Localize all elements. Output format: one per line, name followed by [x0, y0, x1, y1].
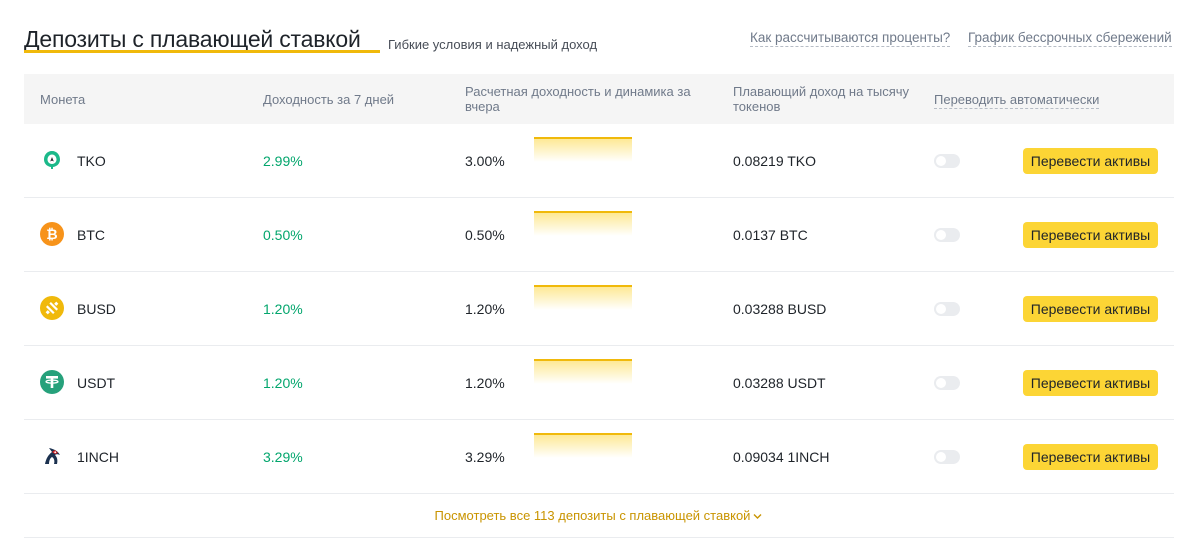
transfer-assets-button[interactable]: Перевести активы — [1023, 444, 1158, 470]
apy-trend-sparkline — [534, 211, 632, 236]
apy-7d-value: 1.20% — [263, 301, 303, 317]
apy-yesterday-value: 1.20% — [465, 375, 505, 391]
apy-yesterday-value: 3.00% — [465, 153, 505, 169]
table-footer: Посмотреть все 113 депозиты с плавающей … — [24, 494, 1174, 538]
btc-icon: ₿ — [40, 222, 64, 246]
apy-7d-value: 0.50% — [263, 227, 303, 243]
page-header: Депозиты с плавающей ставкой Гибкие усло… — [24, 26, 1174, 60]
table-row: ₿ BTC 0.50% 0.50% 0.0137 BTC Перевести а… — [24, 198, 1174, 272]
title-underline — [24, 50, 380, 53]
column-header-apy7: Доходность за 7 дней — [263, 92, 395, 107]
apy-7d-value: 1.20% — [263, 375, 303, 391]
auto-transfer-toggle[interactable] — [934, 450, 960, 464]
auto-transfer-toggle[interactable] — [934, 376, 960, 390]
view-all-label: Посмотреть все 113 депозиты с плавающей … — [434, 508, 751, 523]
apy-yesterday-value: 0.50% — [465, 227, 505, 243]
table-row: TKO 2.99% 3.00% 0.08219 TKO Перевести ак… — [24, 124, 1174, 198]
toggle-knob — [936, 156, 946, 166]
transfer-assets-button[interactable]: Перевести активы — [1023, 222, 1158, 248]
page-title: Депозиты с плавающей ставкой — [24, 26, 361, 52]
apy-trend-sparkline — [534, 285, 632, 310]
transfer-assets-button[interactable]: Перевести активы — [1023, 148, 1158, 174]
column-header-income: Плавающий доход на тысячу токенов — [733, 84, 910, 114]
toggle-knob — [936, 230, 946, 240]
busd-icon — [40, 296, 64, 320]
tko-icon — [44, 151, 60, 169]
usdt-icon — [40, 370, 64, 394]
coin-name: 1INCH — [77, 449, 120, 465]
income-per-thousand-value: 0.08219 TKO — [733, 153, 817, 169]
deposits-table: Монета Доходность за 7 дней Расчетная до… — [24, 74, 1174, 538]
apy-trend-sparkline — [534, 433, 632, 458]
coin-name: BUSD — [77, 301, 116, 317]
savings-schedule-link[interactable]: График бессрочных сбережений — [968, 30, 1172, 47]
coin-name: BTC — [77, 227, 105, 243]
svg-text:₿: ₿ — [46, 227, 57, 243]
table-row: USDT 1.20% 1.20% 0.03288 USDT Перевести … — [24, 346, 1174, 420]
auto-transfer-toggle[interactable] — [934, 228, 960, 242]
auto-transfer-toggle[interactable] — [934, 154, 960, 168]
coin-name: TKO — [77, 153, 106, 169]
apy-trend-sparkline — [534, 359, 632, 384]
chevron-down-icon — [753, 514, 762, 520]
toggle-knob — [936, 452, 946, 462]
income-per-thousand-value: 0.03288 USDT — [733, 375, 826, 391]
view-all-deposits-link[interactable]: Посмотреть все 113 депозиты с плавающей … — [435, 508, 764, 523]
interest-calculation-link[interactable]: Как рассчитываются проценты? — [750, 30, 951, 47]
1inch-icon — [45, 448, 60, 464]
auto-transfer-toggle[interactable] — [934, 302, 960, 316]
apy-yesterday-value: 1.20% — [465, 301, 505, 317]
table-row: 1INCH 3.29% 3.29% 0.09034 1INCH Перевест… — [24, 420, 1174, 494]
apy-yesterday-value: 3.29% — [465, 449, 505, 465]
column-header-coin: Монета — [40, 92, 86, 107]
table-header: Монета Доходность за 7 дней Расчетная до… — [24, 74, 1174, 124]
coin-name: USDT — [77, 375, 116, 391]
toggle-knob — [936, 304, 946, 314]
column-header-auto-transfer[interactable]: Переводить автоматически — [934, 92, 1100, 109]
table-row: BUSD 1.20% 1.20% 0.03288 BUSD Перевести … — [24, 272, 1174, 346]
income-per-thousand-value: 0.09034 1INCH — [733, 449, 830, 465]
income-per-thousand-value: 0.03288 BUSD — [733, 301, 827, 317]
apy-7d-value: 3.29% — [263, 449, 303, 465]
transfer-assets-button[interactable]: Перевести активы — [1023, 296, 1158, 322]
column-header-apy-yesterday: Расчетная доходность и динамика за вчера — [465, 84, 691, 114]
apy-trend-sparkline — [534, 137, 632, 162]
transfer-assets-button[interactable]: Перевести активы — [1023, 370, 1158, 396]
page-subtitle: Гибкие условия и надежный доход — [388, 37, 598, 52]
income-per-thousand-value: 0.0137 BTC — [733, 227, 808, 243]
apy-7d-value: 2.99% — [263, 153, 303, 169]
toggle-knob — [936, 378, 946, 388]
